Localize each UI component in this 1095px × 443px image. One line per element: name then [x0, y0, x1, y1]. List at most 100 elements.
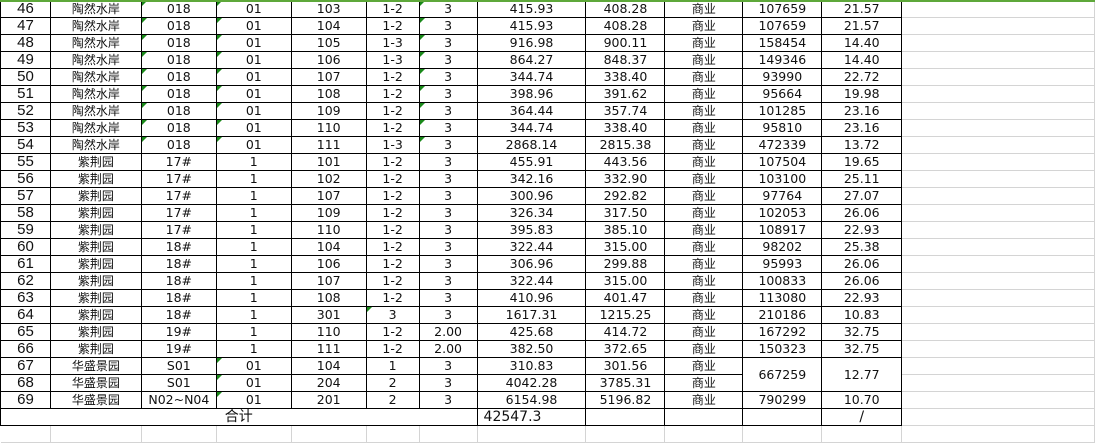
cell-row-number[interactable]: 52 [0, 102, 51, 120]
cell-price[interactable]: 667259 [742, 357, 823, 392]
cell-floor[interactable]: 1-2 [365, 323, 420, 341]
cell-usage[interactable]: 商业 [664, 136, 744, 154]
cell-row-number[interactable]: 56 [0, 170, 51, 188]
cell-project-name[interactable]: 华盛景园 [49, 357, 142, 375]
cell-row-number[interactable]: 59 [0, 221, 51, 239]
cell-col7[interactable]: 3 [418, 272, 478, 290]
cell-area2[interactable]: 338.40 [585, 68, 666, 86]
cell-row-number[interactable]: 48 [0, 34, 51, 52]
cell-area2[interactable]: 292.82 [585, 187, 666, 205]
empty-cell[interactable] [901, 289, 1095, 307]
cell-unit[interactable]: 1 [215, 340, 292, 358]
cell-unit[interactable]: 1 [215, 306, 292, 324]
cell-room[interactable]: 106 [290, 51, 367, 69]
cell-price[interactable]: 472339 [742, 136, 823, 154]
cell-col7[interactable]: 3 [418, 238, 478, 256]
cell-room[interactable]: 107 [290, 272, 367, 290]
cell-col7[interactable]: 3 [418, 153, 478, 171]
cell-price[interactable]: 113080 [742, 289, 823, 307]
cell-room[interactable]: 110 [290, 119, 367, 137]
cell-room[interactable]: 201 [290, 391, 367, 409]
cell-value[interactable]: 26.06 [821, 255, 903, 273]
cell-unit[interactable]: 01 [215, 0, 292, 18]
cell-area2[interactable]: 408.28 [585, 0, 666, 18]
cell-usage[interactable]: 商业 [664, 238, 744, 256]
cell-project-name[interactable]: 紫荆园 [49, 255, 142, 273]
cell-value[interactable]: 25.11 [821, 170, 903, 188]
empty-cell[interactable] [901, 221, 1095, 239]
cell-floor[interactable]: 1-2 [365, 221, 420, 239]
cell-floor[interactable]: 1-2 [365, 170, 420, 188]
cell-unit[interactable]: 1 [215, 221, 292, 239]
cell-col7[interactable]: 3 [418, 119, 478, 137]
cell-room[interactable]: 104 [290, 357, 367, 375]
cell-floor[interactable]: 1-2 [365, 238, 420, 256]
empty-cell[interactable] [742, 425, 823, 443]
cell-price[interactable] [742, 408, 823, 426]
cell-floor[interactable]: 1-2 [365, 204, 420, 222]
cell-room[interactable]: 109 [290, 204, 367, 222]
cell-usage[interactable]: 商业 [664, 187, 744, 205]
cell-building[interactable]: 018 [140, 34, 217, 52]
cell-row-number[interactable]: 50 [0, 68, 51, 86]
cell-area2[interactable]: 5196.82 [585, 391, 666, 409]
cell-row-number[interactable]: 69 [0, 391, 51, 409]
cell-price[interactable]: 95993 [742, 255, 823, 273]
cell-row-number[interactable]: 65 [0, 323, 51, 341]
cell-area1[interactable]: 342.16 [476, 170, 587, 188]
empty-cell[interactable] [901, 170, 1095, 188]
empty-cell[interactable] [901, 34, 1095, 52]
empty-cell[interactable] [901, 153, 1095, 171]
cell-building[interactable]: 18# [140, 306, 217, 324]
cell-value[interactable]: 21.57 [821, 0, 903, 18]
empty-cell[interactable] [901, 187, 1095, 205]
cell-row-number[interactable]: 61 [0, 255, 51, 273]
cell-row-number[interactable]: 47 [0, 17, 51, 35]
cell-area1[interactable]: 425.68 [476, 323, 587, 341]
cell-room[interactable]: 108 [290, 85, 367, 103]
cell-col7[interactable]: 3 [418, 306, 478, 324]
cell-project-name[interactable]: 紫荆园 [49, 340, 142, 358]
empty-cell[interactable] [664, 425, 744, 443]
cell-value[interactable]: 14.40 [821, 51, 903, 69]
cell-floor[interactable]: 1-3 [365, 51, 420, 69]
cell-room[interactable]: 110 [290, 323, 367, 341]
empty-cell[interactable] [901, 272, 1095, 290]
cell-area2[interactable] [585, 408, 666, 426]
cell-usage[interactable]: 商业 [664, 119, 744, 137]
cell-floor[interactable]: 1-2 [365, 17, 420, 35]
cell-building[interactable]: 018 [140, 136, 217, 154]
cell-unit[interactable]: 1 [215, 272, 292, 290]
cell-project-name[interactable]: 紫荆园 [49, 204, 142, 222]
cell-room[interactable]: 102 [290, 170, 367, 188]
cell-value[interactable]: 32.75 [821, 323, 903, 341]
cell-project-name[interactable]: 华盛景园 [49, 374, 142, 392]
cell-unit[interactable]: 1 [215, 170, 292, 188]
cell-floor[interactable]: 1 [365, 357, 420, 375]
empty-cell[interactable] [901, 51, 1095, 69]
cell-building[interactable]: 18# [140, 272, 217, 290]
cell-room[interactable]: 110 [290, 221, 367, 239]
empty-cell[interactable] [585, 425, 666, 443]
cell-area2[interactable]: 443.56 [585, 153, 666, 171]
cell-usage[interactable]: 商业 [664, 374, 744, 392]
cell-area2[interactable]: 2815.38 [585, 136, 666, 154]
cell-project-name[interactable]: 紫荆园 [49, 289, 142, 307]
empty-cell[interactable] [901, 119, 1095, 137]
cell-building[interactable]: N02~N04 [140, 391, 217, 409]
cell-room[interactable]: 105 [290, 34, 367, 52]
cell-usage[interactable]: 商业 [664, 170, 744, 188]
cell-usage[interactable]: 商业 [664, 221, 744, 239]
cell-value[interactable]: 23.16 [821, 119, 903, 137]
cell-building[interactable]: 17# [140, 170, 217, 188]
cell-project-name[interactable]: 紫荆园 [49, 238, 142, 256]
cell-floor[interactable]: 1-2 [365, 85, 420, 103]
cell-area2[interactable]: 401.47 [585, 289, 666, 307]
cell-col7[interactable]: 3 [418, 204, 478, 222]
cell-area1[interactable]: 322.44 [476, 272, 587, 290]
cell-project-name[interactable]: 华盛景园 [49, 391, 142, 409]
cell-usage[interactable]: 商业 [664, 102, 744, 120]
cell-area1[interactable]: 344.74 [476, 68, 587, 86]
cell-col7[interactable]: 3 [418, 255, 478, 273]
